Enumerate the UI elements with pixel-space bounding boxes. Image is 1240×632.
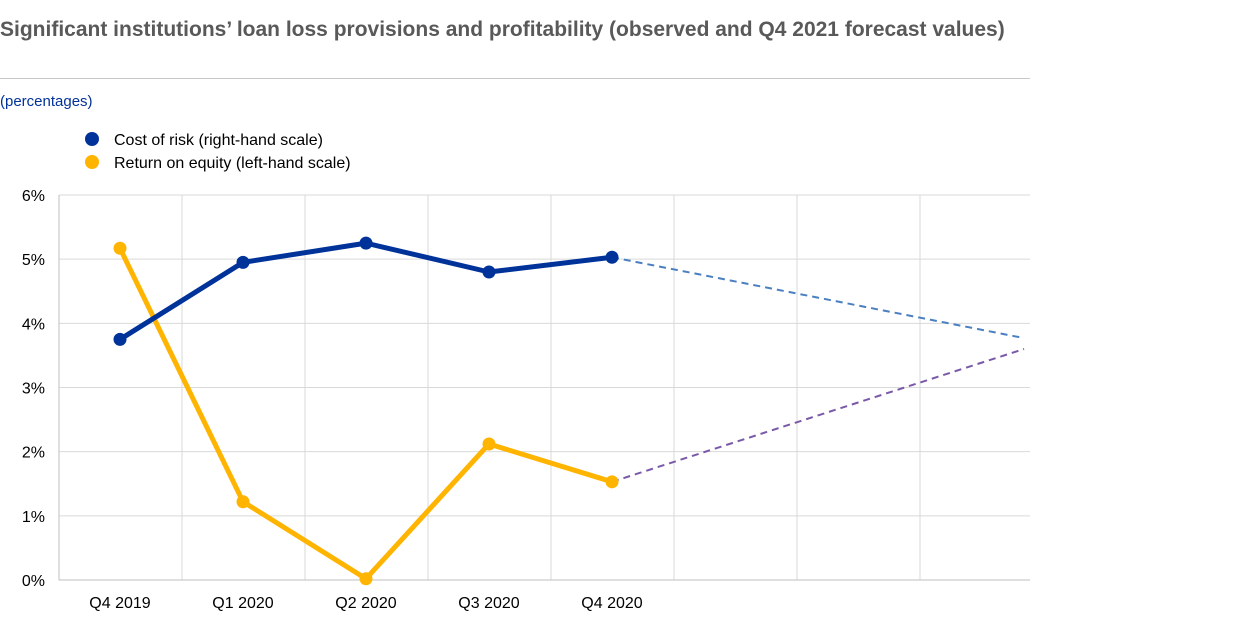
- axes: [58, 195, 1030, 581]
- series-lines: [113, 236, 1025, 586]
- y-tick-label: 1%: [22, 509, 45, 526]
- data-point: [605, 250, 619, 264]
- forecast-line: [611, 256, 1025, 340]
- x-tick-label: Q3 2020: [458, 595, 519, 612]
- data-point: [113, 241, 127, 255]
- legend-marker: [85, 132, 99, 146]
- title-divider: [0, 78, 1030, 79]
- legend-label: Cost of risk (right-hand scale): [114, 132, 323, 149]
- y-tick-label: 2%: [22, 445, 45, 462]
- y-tick-label: 0%: [22, 573, 45, 590]
- tick-labels: 0% 1% 2% 3% 4% 5% 6% Q4 2019 Q1 2020 Q2 2020 Q3 20…: [22, 188, 643, 612]
- chart-title: Significant institutions’ loan loss prov…: [0, 18, 1005, 41]
- series-line: [117, 245, 615, 582]
- forecast-line: [611, 348, 1025, 483]
- data-point: [236, 255, 250, 269]
- y-tick-label: 5%: [22, 252, 45, 269]
- data-point: [236, 495, 250, 509]
- data-point: [482, 265, 496, 279]
- series-line: [117, 240, 615, 342]
- data-point: [113, 332, 127, 346]
- data-point: [359, 236, 373, 250]
- gridlines: [59, 194, 1030, 580]
- y-tick-label: 6%: [22, 188, 45, 205]
- y-tick-label: 3%: [22, 381, 45, 398]
- legend: Cost of risk (right-hand scale) Return on…: [85, 132, 351, 172]
- x-tick-label: Q2 2020: [335, 595, 396, 612]
- legend-marker: [85, 155, 99, 169]
- units-label: (percentages): [0, 93, 93, 110]
- y-tick-label: 4%: [22, 316, 45, 333]
- legend-label: Return on equity (left-hand scale): [114, 155, 351, 172]
- x-tick-label: Q4 2019: [89, 595, 150, 612]
- data-point: [482, 437, 496, 451]
- x-tick-label: Q4 2020: [581, 595, 642, 612]
- data-point: [359, 572, 373, 586]
- x-tick-label: Q1 2020: [212, 595, 273, 612]
- data-point: [605, 475, 619, 489]
